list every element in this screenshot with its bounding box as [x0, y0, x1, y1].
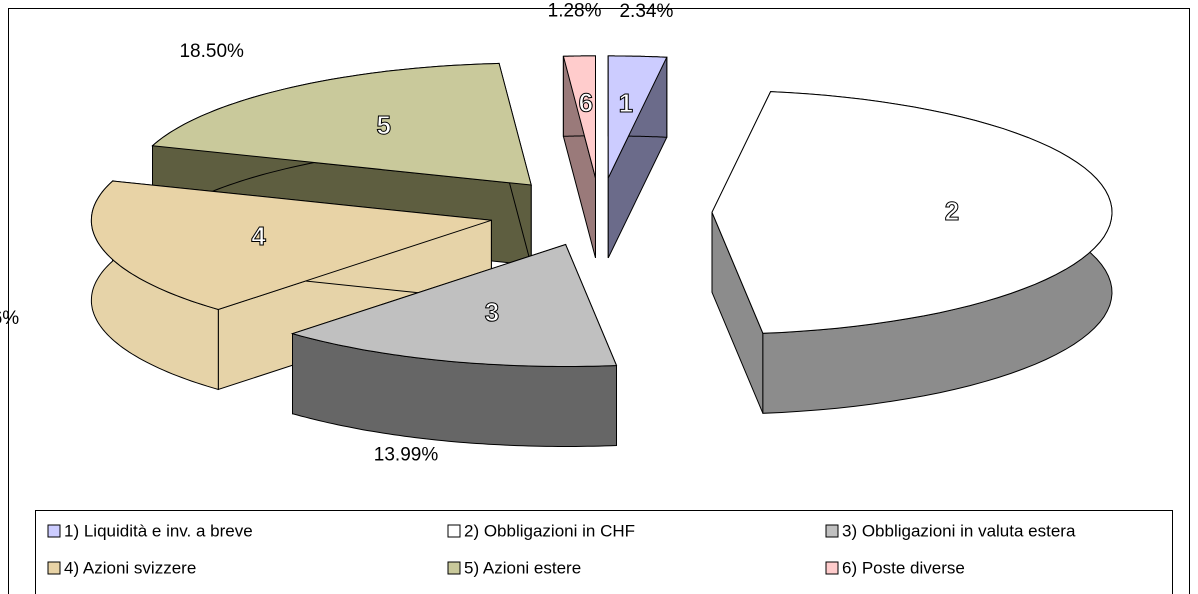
- slice-number: 1: [619, 88, 633, 118]
- slice: [151, 62, 532, 186]
- legend-label: 1) Liquidità e inv. a breve: [64, 521, 253, 540]
- legend: 1) Liquidità e inv. a breve 2) Obbligazio…: [47, 521, 1076, 577]
- legend-label: 5) Azioni estere: [464, 558, 581, 577]
- chart-frame: [8, 8, 1190, 594]
- pie: 12.34%245.63%313.99%418.26%518.50%61.28%: [0, 0, 1113, 465]
- slice-number: 5: [376, 110, 390, 140]
- value-label: 18.50%: [179, 41, 244, 62]
- legend-label: 4) Azioni svizzere: [64, 558, 196, 577]
- value-label: 2.34%: [619, 1, 673, 22]
- slice: [607, 55, 668, 179]
- slice: [711, 91, 1113, 334]
- slice-number: 3: [485, 297, 499, 327]
- legend-swatch: [825, 561, 839, 575]
- legend-swatch: [47, 524, 61, 538]
- slice: [290, 243, 618, 367]
- value-label: 1.28%: [548, 0, 602, 21]
- slice: [90, 180, 492, 311]
- value-label: 13.99%: [374, 444, 439, 465]
- slice-number: 6: [579, 88, 593, 118]
- slice-number: 4: [251, 221, 266, 251]
- legend-label: 2) Obbligazioni in CHF: [464, 521, 635, 540]
- legend-swatch: [825, 524, 839, 538]
- slice: [562, 55, 597, 178]
- legend-label: 6) Poste diverse: [842, 558, 965, 577]
- slice-number: 2: [945, 196, 959, 226]
- legend-label: 3) Obbligazioni in valuta estera: [842, 521, 1076, 540]
- legend-swatch: [447, 561, 461, 575]
- legend-swatch: [447, 524, 461, 538]
- value-label: 18.26%: [0, 308, 19, 329]
- legend-frame: [35, 510, 1173, 594]
- legend-swatch: [47, 561, 61, 575]
